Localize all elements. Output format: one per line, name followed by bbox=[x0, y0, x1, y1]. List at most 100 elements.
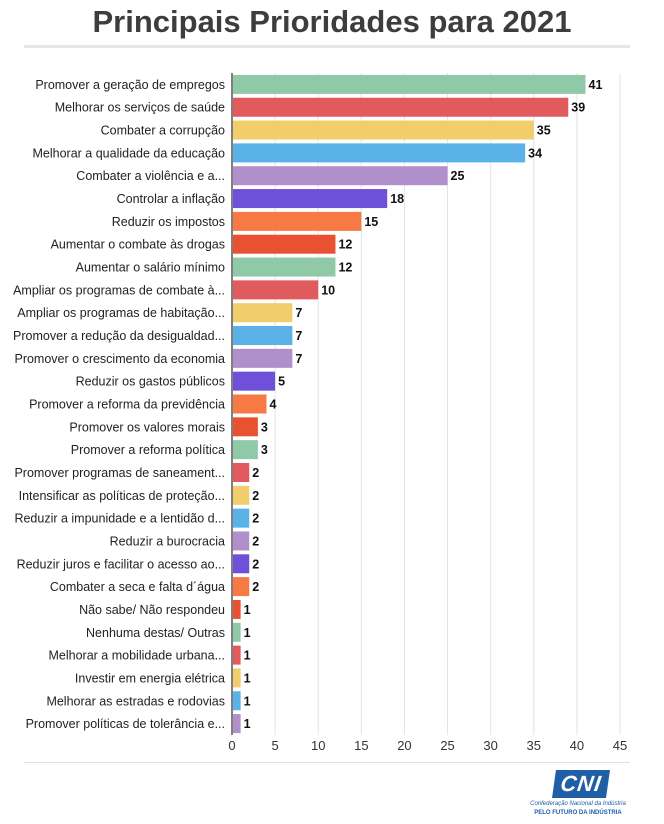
category-label: Reduzir a burocracia bbox=[110, 534, 225, 548]
value-label: 15 bbox=[364, 215, 378, 229]
category-label: Aumentar o salário mínimo bbox=[76, 261, 225, 275]
title-divider bbox=[24, 45, 630, 48]
category-label: Melhorar as estradas e rodovias bbox=[46, 694, 225, 708]
bar bbox=[233, 211, 362, 231]
bar bbox=[233, 599, 241, 619]
category-labels: Promover a geração de empregos Melhorar o… bbox=[13, 78, 225, 731]
category-label: Controlar a inflação bbox=[117, 192, 225, 206]
bar bbox=[233, 577, 250, 597]
bar bbox=[233, 554, 250, 574]
value-label: 1 bbox=[244, 717, 251, 731]
category-label: Investir em energia elétrica bbox=[75, 671, 225, 685]
bar bbox=[233, 189, 388, 209]
bar bbox=[233, 645, 241, 665]
value-label: 3 bbox=[261, 420, 268, 434]
x-tick-label: 45 bbox=[613, 738, 627, 753]
value-label: 3 bbox=[261, 443, 268, 457]
x-tick-label: 20 bbox=[397, 738, 411, 753]
value-label: 1 bbox=[244, 603, 251, 617]
bar bbox=[233, 394, 267, 414]
value-label: 34 bbox=[528, 146, 542, 160]
chart-title: Principais Prioridades para 2021 bbox=[92, 4, 572, 39]
bar bbox=[233, 280, 319, 300]
x-tick-label: 30 bbox=[483, 738, 497, 753]
bar bbox=[233, 531, 250, 551]
category-label: Combater a seca e falta d´água bbox=[50, 580, 225, 594]
value-label: 5 bbox=[278, 375, 285, 389]
bar bbox=[233, 485, 250, 505]
value-label: 2 bbox=[252, 534, 259, 548]
category-label: Reduzir a impunidade e a lentidão d... bbox=[14, 512, 225, 526]
bar bbox=[233, 97, 569, 117]
value-label: 12 bbox=[338, 261, 352, 275]
value-label: 2 bbox=[252, 466, 259, 480]
category-label: Melhorar os serviços de saúde bbox=[55, 101, 225, 115]
bars bbox=[233, 74, 586, 734]
cni-tagline: PELO FUTURO DA INDÚSTRIA bbox=[534, 810, 622, 816]
x-tick-label: 10 bbox=[311, 738, 325, 753]
bar bbox=[233, 417, 258, 437]
cni-logo: CNI Confederação Nacional da Indústria P… bbox=[510, 770, 646, 820]
value-label: 7 bbox=[295, 306, 302, 320]
value-label: 2 bbox=[252, 580, 259, 594]
bar bbox=[233, 440, 258, 460]
category-label: Reduzir juros e facilitar o acesso ao... bbox=[17, 557, 225, 571]
category-label: Ampliar os programas de combate à... bbox=[13, 283, 225, 297]
cni-org-name: Confederação Nacional da Indústria bbox=[530, 801, 626, 807]
category-label: Promover a geração de empregos bbox=[35, 78, 225, 92]
category-label: Reduzir os gastos públicos bbox=[76, 375, 225, 389]
category-label: Não sabe/ Não respondeu bbox=[79, 603, 225, 617]
category-label: Promover o crescimento da economia bbox=[14, 352, 225, 366]
category-label: Promover os valores morais bbox=[69, 420, 225, 434]
bar bbox=[233, 668, 241, 688]
category-label: Intensificar as políticas de proteção... bbox=[19, 489, 225, 503]
footer-divider bbox=[24, 762, 630, 763]
category-label: Melhorar a mobilidade urbana... bbox=[49, 649, 226, 663]
category-label: Promover programas de saneament... bbox=[14, 466, 225, 480]
bar bbox=[233, 348, 293, 368]
value-label: 7 bbox=[295, 352, 302, 366]
category-label: Ampliar os programas de habitação... bbox=[17, 306, 225, 320]
x-axis-ticks: 0 5 10 15 20 25 30 35 40 45 bbox=[228, 738, 627, 753]
bar-chart: Promover a geração de empregos Melhorar o… bbox=[13, 73, 627, 753]
value-label: 2 bbox=[252, 512, 259, 526]
category-label: Promover políticas de tolerância e... bbox=[26, 717, 225, 731]
x-tick-label: 35 bbox=[527, 738, 541, 753]
x-tick-label: 40 bbox=[570, 738, 584, 753]
value-label: 39 bbox=[571, 101, 585, 115]
value-label: 12 bbox=[338, 238, 352, 252]
x-tick-label: 5 bbox=[271, 738, 278, 753]
value-label: 7 bbox=[295, 329, 302, 343]
value-label: 4 bbox=[269, 398, 276, 412]
bar bbox=[233, 462, 250, 482]
bar bbox=[233, 143, 526, 163]
category-label: Combater a corrupção bbox=[101, 124, 225, 138]
value-label: 2 bbox=[252, 557, 259, 571]
x-tick-label: 0 bbox=[228, 738, 235, 753]
bar bbox=[233, 234, 336, 254]
value-label: 1 bbox=[244, 649, 251, 663]
value-label: 1 bbox=[244, 671, 251, 685]
value-label: 25 bbox=[451, 169, 465, 183]
bar bbox=[233, 120, 534, 140]
value-label: 18 bbox=[390, 192, 404, 206]
cni-logo-mark: CNI bbox=[552, 770, 610, 798]
category-label: Nenhuma destas/ Outras bbox=[86, 626, 225, 640]
value-label: 1 bbox=[244, 626, 251, 640]
category-label: Reduzir os impostos bbox=[112, 215, 225, 229]
category-label: Aumentar o combate às drogas bbox=[51, 238, 225, 252]
bar bbox=[233, 714, 241, 734]
value-label: 10 bbox=[321, 283, 335, 297]
category-label: Promover a redução da desigualdad... bbox=[13, 329, 225, 343]
category-label: Combater a violência e a... bbox=[76, 169, 225, 183]
bar bbox=[233, 257, 336, 277]
bar bbox=[233, 166, 448, 186]
bar bbox=[233, 622, 241, 642]
bar bbox=[233, 691, 241, 711]
value-label: 41 bbox=[589, 78, 603, 92]
bar bbox=[233, 326, 293, 346]
category-label: Promover a reforma política bbox=[71, 443, 225, 457]
category-label: Melhorar a qualidade da educação bbox=[33, 146, 226, 160]
value-label: 1 bbox=[244, 694, 251, 708]
